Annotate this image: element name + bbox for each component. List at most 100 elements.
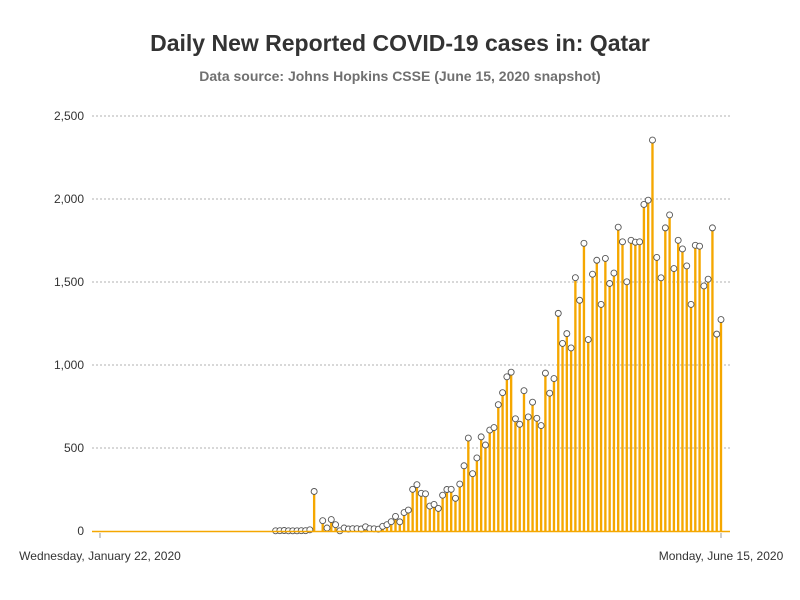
- bar: [501, 392, 504, 531]
- bar: [497, 404, 500, 531]
- y-tick-label: 2,500: [54, 109, 84, 123]
- bar: [475, 457, 479, 531]
- data-point: [636, 238, 644, 246]
- bar: [458, 484, 461, 531]
- bar: [471, 473, 474, 531]
- y-tick-label: 1,500: [54, 275, 84, 289]
- data-point: [554, 309, 562, 317]
- point-markers: [272, 136, 725, 535]
- data-point: [571, 274, 579, 282]
- bars: [278, 140, 723, 532]
- data-point: [409, 485, 417, 493]
- data-point: [507, 368, 515, 376]
- data-point: [563, 330, 571, 338]
- data-point: [464, 434, 472, 442]
- data-point: [516, 420, 524, 428]
- bar: [441, 495, 444, 531]
- bar: [595, 260, 598, 531]
- data-point: [576, 296, 584, 304]
- data-point: [529, 398, 537, 406]
- bar: [565, 333, 568, 531]
- data-point: [597, 300, 605, 308]
- data-point: [610, 269, 618, 277]
- bar: [479, 436, 483, 531]
- bar: [706, 279, 710, 531]
- bar: [509, 372, 513, 531]
- data-point: [332, 521, 340, 529]
- data-point: [679, 245, 686, 253]
- bar: [681, 248, 684, 531]
- bar: [390, 521, 393, 531]
- bar: [450, 489, 453, 531]
- bar: [445, 489, 449, 531]
- bar: [599, 304, 603, 531]
- bar: [312, 491, 316, 531]
- bar: [569, 347, 573, 531]
- data-point: [319, 517, 327, 525]
- bar: [321, 520, 324, 531]
- bar: [634, 242, 637, 531]
- bar: [428, 506, 431, 531]
- bar: [492, 427, 496, 531]
- bar: [659, 277, 663, 531]
- bar: [647, 200, 650, 532]
- data-point: [623, 278, 631, 286]
- data-point: [696, 242, 704, 250]
- data-point: [490, 424, 498, 432]
- bar: [488, 430, 491, 531]
- bar: [467, 438, 470, 531]
- bar: [582, 243, 586, 531]
- data-point: [708, 224, 716, 232]
- bar: [548, 393, 551, 531]
- data-point: [584, 336, 592, 344]
- data-point: [387, 518, 395, 526]
- data-point: [593, 256, 601, 264]
- bar: [522, 390, 526, 531]
- bar: [402, 512, 406, 531]
- bar: [642, 204, 646, 531]
- data-point: [661, 224, 669, 232]
- bar: [702, 285, 706, 531]
- data-point: [434, 504, 442, 512]
- bar: [664, 227, 667, 531]
- bar: [655, 257, 658, 531]
- bar: [698, 246, 701, 532]
- bar: [484, 445, 487, 531]
- data-point: [533, 414, 541, 422]
- bar: [544, 373, 547, 531]
- data-point: [606, 280, 614, 287]
- bar: [711, 227, 714, 531]
- data-point: [310, 488, 318, 495]
- bar: [535, 418, 539, 531]
- bar: [625, 281, 628, 531]
- y-tick-label: 0: [77, 524, 84, 538]
- data-point: [619, 238, 626, 246]
- bar: [454, 498, 457, 531]
- x-tick-label-start: Wednesday, January 22, 2020: [19, 549, 181, 563]
- data-point: [653, 253, 661, 261]
- bar: [330, 519, 333, 531]
- bar: [437, 508, 440, 531]
- bar: [676, 240, 680, 532]
- data-point: [439, 491, 447, 499]
- bar: [539, 425, 543, 531]
- x-tick-label-end: Monday, June 15, 2020: [659, 549, 784, 563]
- data-point: [589, 270, 596, 278]
- data-point: [396, 518, 404, 526]
- bar: [552, 378, 556, 531]
- data-point: [687, 300, 695, 308]
- data-point: [649, 136, 656, 144]
- data-point: [640, 201, 648, 208]
- bar: [719, 319, 723, 531]
- data-point: [481, 441, 489, 449]
- data-point: [546, 389, 554, 397]
- data-point: [456, 480, 464, 488]
- data-point: [614, 223, 622, 231]
- bar: [407, 510, 410, 531]
- y-tick-label: 500: [64, 441, 84, 455]
- bar: [608, 283, 611, 531]
- bar: [462, 465, 466, 531]
- data-point: [541, 369, 549, 377]
- data-point: [717, 316, 725, 323]
- y-tick-label: 2,000: [54, 192, 84, 206]
